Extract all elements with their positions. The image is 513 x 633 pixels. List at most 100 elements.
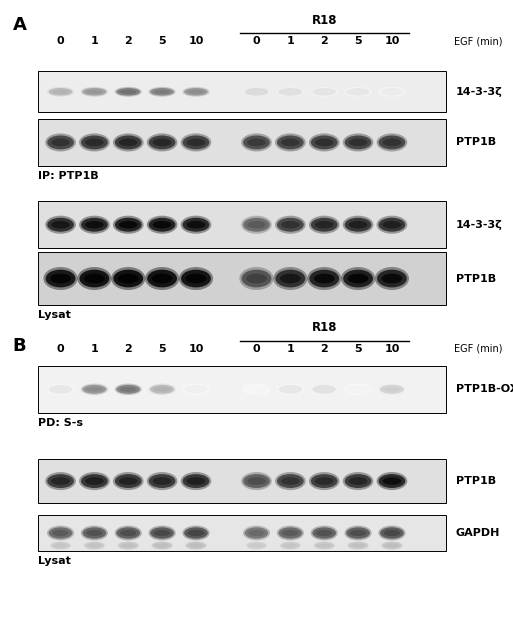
Ellipse shape — [147, 270, 177, 287]
Ellipse shape — [345, 87, 371, 97]
Ellipse shape — [121, 544, 135, 548]
Ellipse shape — [383, 221, 401, 229]
Text: PTP1B: PTP1B — [456, 273, 496, 284]
Ellipse shape — [84, 273, 105, 284]
Ellipse shape — [281, 477, 300, 485]
Ellipse shape — [184, 385, 208, 394]
Text: 2: 2 — [124, 36, 132, 46]
Ellipse shape — [115, 474, 142, 488]
Ellipse shape — [152, 542, 172, 549]
Ellipse shape — [246, 542, 267, 549]
Text: B: B — [13, 337, 27, 354]
Ellipse shape — [52, 530, 69, 536]
Ellipse shape — [245, 527, 268, 539]
Text: 0: 0 — [253, 344, 260, 354]
Ellipse shape — [119, 221, 137, 229]
Text: A: A — [13, 16, 27, 34]
Ellipse shape — [245, 385, 268, 394]
Ellipse shape — [350, 530, 366, 536]
Ellipse shape — [87, 544, 102, 548]
Ellipse shape — [315, 221, 333, 229]
Ellipse shape — [279, 541, 302, 550]
Ellipse shape — [81, 135, 108, 149]
Text: IP: PTP1B: IP: PTP1B — [38, 171, 99, 181]
Ellipse shape — [345, 474, 371, 488]
Ellipse shape — [51, 139, 70, 146]
Ellipse shape — [45, 472, 76, 490]
Ellipse shape — [277, 87, 304, 97]
Ellipse shape — [47, 474, 74, 488]
Ellipse shape — [47, 525, 74, 541]
Text: 5: 5 — [159, 36, 166, 46]
Ellipse shape — [187, 477, 205, 485]
Ellipse shape — [277, 384, 304, 395]
Ellipse shape — [181, 134, 211, 151]
Text: 10: 10 — [384, 344, 400, 354]
Ellipse shape — [183, 135, 209, 149]
Ellipse shape — [188, 530, 204, 536]
Ellipse shape — [243, 525, 270, 541]
Ellipse shape — [382, 273, 402, 284]
Ellipse shape — [119, 139, 137, 146]
Text: 0: 0 — [57, 344, 64, 354]
Text: 0: 0 — [57, 36, 64, 46]
Text: PTP1B: PTP1B — [456, 137, 496, 147]
Ellipse shape — [181, 270, 211, 287]
Ellipse shape — [45, 134, 76, 151]
Ellipse shape — [243, 135, 270, 149]
Ellipse shape — [279, 385, 302, 394]
Ellipse shape — [243, 474, 270, 488]
Bar — [38, 201, 446, 248]
Ellipse shape — [184, 527, 208, 539]
Ellipse shape — [85, 139, 104, 146]
Ellipse shape — [150, 88, 174, 96]
Ellipse shape — [277, 474, 304, 488]
Ellipse shape — [117, 541, 140, 550]
Ellipse shape — [349, 139, 367, 146]
Ellipse shape — [181, 472, 211, 490]
Text: Lysat: Lysat — [38, 556, 71, 567]
Ellipse shape — [47, 218, 74, 232]
Ellipse shape — [241, 472, 272, 490]
Ellipse shape — [187, 221, 205, 229]
Ellipse shape — [115, 135, 142, 149]
Ellipse shape — [49, 527, 72, 539]
Ellipse shape — [341, 267, 375, 290]
Ellipse shape — [377, 134, 407, 151]
Ellipse shape — [379, 525, 405, 541]
Ellipse shape — [343, 472, 373, 490]
Ellipse shape — [309, 270, 339, 287]
Bar — [38, 251, 446, 305]
Ellipse shape — [280, 542, 301, 549]
Ellipse shape — [189, 544, 203, 548]
Ellipse shape — [118, 273, 139, 284]
Ellipse shape — [186, 273, 206, 284]
Bar — [38, 119, 446, 166]
Bar — [38, 365, 446, 413]
Ellipse shape — [120, 387, 136, 392]
Text: PTP1B: PTP1B — [456, 476, 496, 486]
Ellipse shape — [275, 472, 306, 490]
Text: EGF (min): EGF (min) — [454, 344, 503, 354]
Ellipse shape — [47, 384, 74, 395]
Ellipse shape — [183, 87, 209, 97]
Ellipse shape — [243, 87, 270, 97]
Text: 1: 1 — [90, 36, 98, 46]
Ellipse shape — [383, 477, 401, 485]
Ellipse shape — [79, 216, 110, 234]
Bar — [38, 71, 446, 113]
Ellipse shape — [249, 544, 264, 548]
Ellipse shape — [275, 270, 305, 287]
Ellipse shape — [312, 385, 336, 394]
Text: 5: 5 — [159, 344, 166, 354]
Ellipse shape — [346, 88, 370, 96]
Ellipse shape — [185, 541, 207, 550]
Ellipse shape — [309, 134, 340, 151]
Ellipse shape — [311, 135, 338, 149]
Ellipse shape — [377, 216, 407, 234]
Ellipse shape — [277, 525, 304, 541]
Ellipse shape — [120, 530, 136, 536]
Ellipse shape — [317, 544, 331, 548]
Text: 1: 1 — [286, 344, 294, 354]
Ellipse shape — [81, 384, 108, 395]
